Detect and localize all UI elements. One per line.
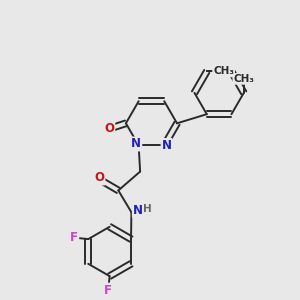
Text: N: N <box>133 204 143 217</box>
Text: O: O <box>104 122 114 135</box>
Text: O: O <box>94 172 104 184</box>
Text: N: N <box>162 139 172 152</box>
Text: F: F <box>70 231 78 244</box>
Text: CH₃: CH₃ <box>233 74 254 84</box>
Text: H: H <box>143 204 152 214</box>
Text: F: F <box>104 284 112 297</box>
Text: CH₃: CH₃ <box>213 66 234 76</box>
Text: N: N <box>131 137 141 151</box>
